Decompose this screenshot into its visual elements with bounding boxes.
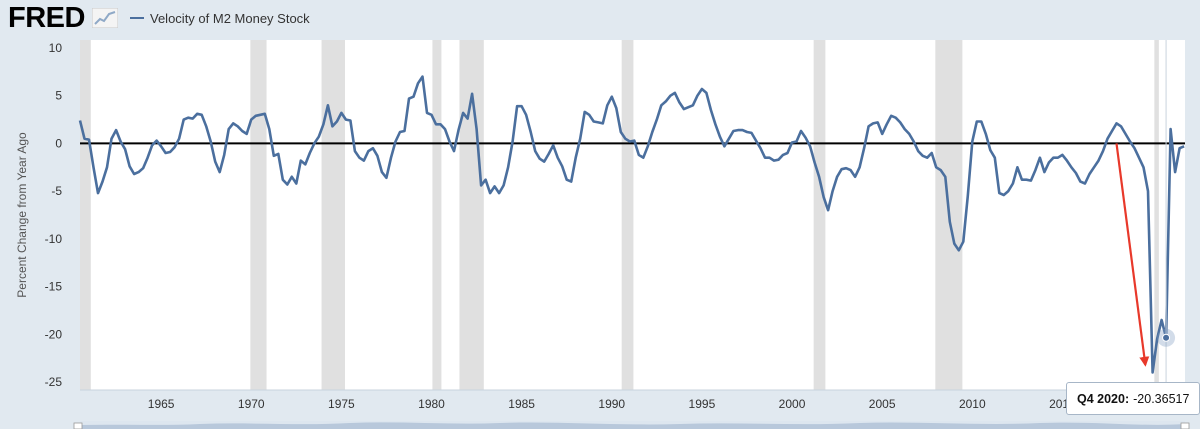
chart-legend[interactable]: Velocity of M2 Money Stock <box>130 10 310 26</box>
recession-band <box>321 40 345 390</box>
y-tick-label: -10 <box>45 232 63 246</box>
recession-band <box>459 40 484 390</box>
red-arrow-annotation <box>1115 143 1150 367</box>
y-tick-label: -15 <box>45 280 63 294</box>
recession-band <box>250 40 267 390</box>
navigator-handle-left[interactable] <box>73 422 83 429</box>
y-tick-label: -20 <box>45 327 63 341</box>
legend-swatch <box>130 17 144 19</box>
y-tick-label: -25 <box>45 375 63 389</box>
recession-band <box>621 40 634 390</box>
annotations <box>1115 40 1176 390</box>
navigator-series[interactable] <box>80 422 1185 429</box>
tooltip-value: -20.36517 <box>1133 391 1190 406</box>
recession-bands <box>80 40 1159 390</box>
fred-logo[interactable]: FRED <box>8 2 85 34</box>
y-axis-title: Percent Change from Year Ago <box>15 132 29 298</box>
y-tick-label: 5 <box>55 89 62 103</box>
x-tick-label: 1965 <box>148 397 175 411</box>
recession-band <box>1154 40 1159 390</box>
recession-band <box>432 40 442 390</box>
x-tick-label: 2010 <box>959 397 986 411</box>
tooltip-label: Q4 2020: <box>1077 391 1130 406</box>
x-tick-label: 1970 <box>238 397 265 411</box>
x-tick-label: 1975 <box>328 397 355 411</box>
x-tick-label: 1980 <box>418 397 445 411</box>
fred-graph-icon <box>92 8 118 28</box>
legend-series-label: Velocity of M2 Money Stock <box>150 10 310 26</box>
x-tick-label: 1995 <box>689 397 716 411</box>
navigator-strip <box>73 421 1190 429</box>
navigator-handle-right[interactable] <box>1180 422 1190 429</box>
x-tick-label: 1990 <box>598 397 625 411</box>
data-tooltip: Q4 2020: -20.36517 <box>1066 382 1200 415</box>
hover-point <box>1162 333 1171 342</box>
x-tick-label: 2000 <box>779 397 806 411</box>
series-line <box>78 75 1185 374</box>
x-tick-label: 1985 <box>508 397 535 411</box>
y-tick-label: -5 <box>51 184 62 198</box>
y-tick-label: 10 <box>49 41 63 55</box>
y-tick-label: 0 <box>55 136 62 150</box>
x-tick-label: 2005 <box>869 397 896 411</box>
recession-band <box>813 40 826 390</box>
recession-band <box>80 40 91 390</box>
